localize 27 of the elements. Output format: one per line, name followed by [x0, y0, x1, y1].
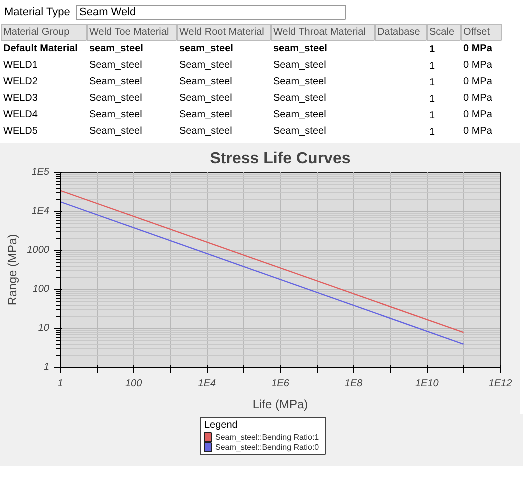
- legend-title: Legend: [204, 420, 238, 431]
- text: WELD2 Seam_steel Seam_steel Seam_steel 1 0 MPa: [4, 76, 492, 88]
- text: WELD5 Seam_steel Seam_steel Seam_steel 1 0 MPa: [4, 126, 492, 138]
- text: Default Material seam_steel seam_steel seam_steel 1 0 MPa: [4, 44, 492, 56]
- y-tick-label: 1: [44, 362, 50, 373]
- legend-label: Seam_steel::Bending Ratio:1: [216, 433, 320, 442]
- y-tick-label: 100: [32, 284, 50, 295]
- y-tick-label: 10: [38, 323, 50, 334]
- y-tick-label: 1E4: [32, 206, 50, 217]
- text: Material Type Seam Weld: [4, 6, 136, 18]
- x-tick-label: 1E10: [415, 378, 440, 390]
- chart-title: Stress Life Curves: [210, 150, 351, 168]
- x-tick-label: 1E8: [344, 378, 364, 390]
- x-axis-title: Life (MPa): [252, 398, 308, 412]
- x-tick-label: 1E4: [198, 378, 216, 390]
- y-axis-title: Range (MPa): [5, 234, 20, 306]
- x-tick-label: 1: [58, 378, 64, 390]
- x-tick-label: 1E12: [488, 378, 513, 390]
- y-tick-label: 1000: [27, 245, 50, 256]
- text: WELD1 Seam_steel Seam_steel Seam_steel 1 0 MPa: [4, 60, 492, 72]
- x-tick-label: 1E6: [272, 378, 290, 390]
- text: WELD3 Seam_steel Seam_steel Seam_steel 1 0 MPa: [4, 93, 492, 105]
- text: WELD4 Seam_steel Seam_steel Seam_steel 1 0 MPa: [4, 110, 492, 122]
- legend-label: Seam_steel::Bending Ratio:0: [216, 443, 320, 452]
- text: Material Group Weld Toe Material Weld Root Material Weld Throat Material Database Scale Offset: [4, 27, 490, 38]
- x-tick-label: 100: [125, 378, 143, 390]
- y-tick-label: 1E5: [32, 167, 50, 178]
